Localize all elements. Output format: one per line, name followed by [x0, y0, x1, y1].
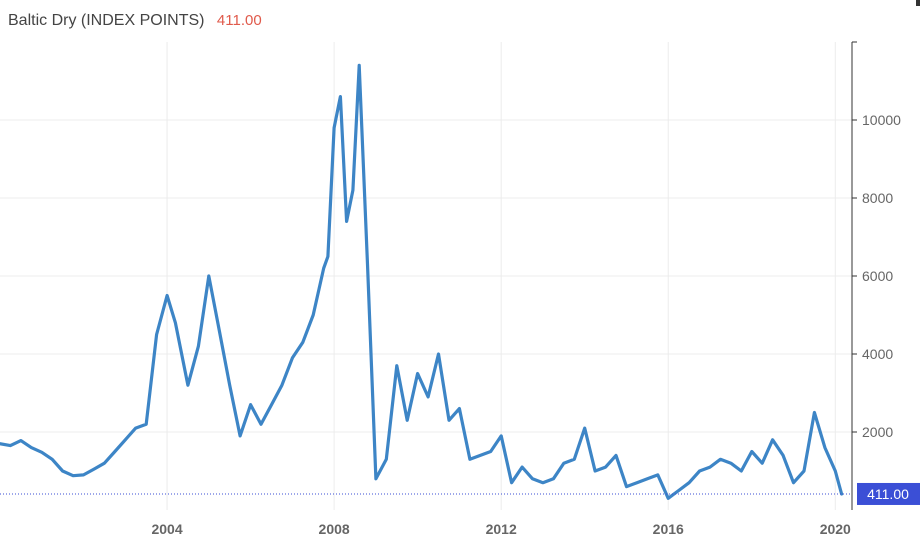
- chart-header: Baltic Dry (INDEX POINTS) 411.00: [8, 12, 262, 30]
- y-tick-label: 6000: [862, 268, 893, 284]
- x-tick-label: 2020: [820, 521, 851, 537]
- last-value-badge: [857, 482, 920, 505]
- corner-mark: [916, 0, 920, 6]
- series-layer: [0, 63, 844, 500]
- x-axis: 2004 2008 2012 2016 2020: [151, 521, 851, 537]
- chart-title: Baltic Dry (INDEX POINTS): [8, 12, 205, 29]
- grid-layer: [0, 42, 852, 510]
- x-tick-label: 2016: [653, 521, 684, 537]
- y-tick-label: 4000: [862, 346, 893, 362]
- y-tick-label: 8000: [862, 190, 893, 206]
- y-tick-label: 2000: [862, 424, 893, 440]
- y-axis: 2000 4000 6000 8000 10000: [851, 41, 901, 510]
- x-tick-label: 2004: [151, 521, 182, 537]
- x-tick-label: 2012: [486, 521, 517, 537]
- y-tick-label: 10000: [862, 112, 901, 128]
- last-value-marker: 411.00: [0, 482, 920, 505]
- x-tick-label: 2008: [319, 521, 350, 537]
- last-value-badge-text: 411.00: [867, 486, 909, 502]
- last-value-text: 411.00: [216, 12, 262, 29]
- series-line: [0, 63, 844, 500]
